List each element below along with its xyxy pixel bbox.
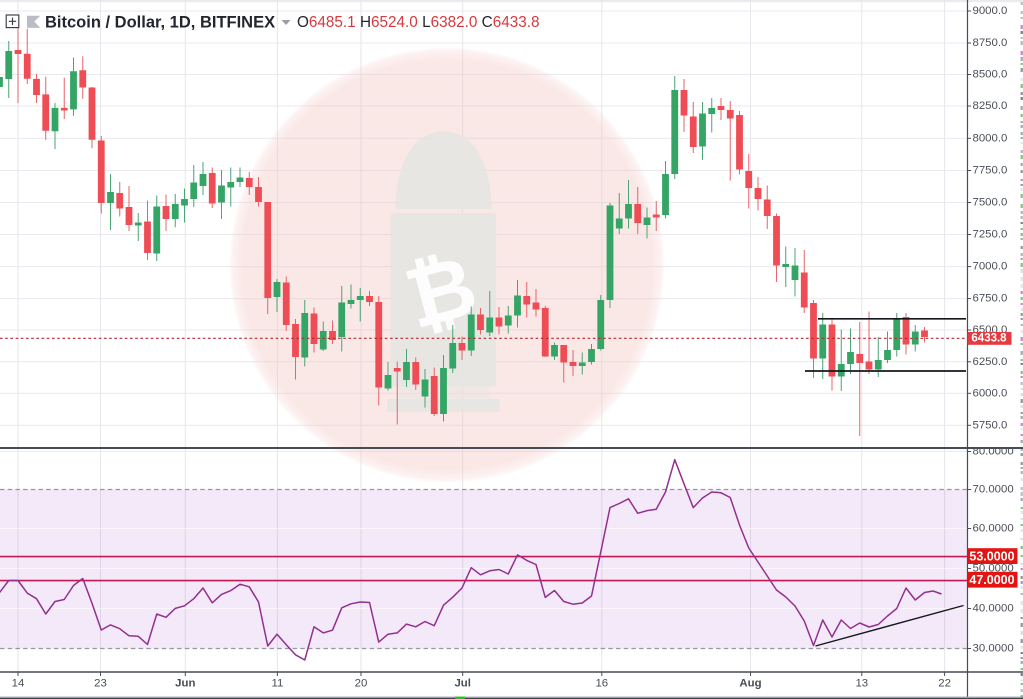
svg-text:Aug: Aug	[739, 678, 761, 690]
svg-text:11: 11	[271, 678, 283, 690]
svg-text:5750.0: 5750.0	[973, 419, 1008, 431]
svg-text:6000.0: 6000.0	[973, 387, 1008, 399]
svg-text:Jun: Jun	[175, 678, 195, 690]
svg-text:Bitcoin / Dollar, 1D, BITFINEX: Bitcoin / Dollar, 1D, BITFINEX	[45, 14, 275, 32]
svg-text:8250.0: 8250.0	[973, 100, 1008, 112]
svg-text:20: 20	[355, 678, 368, 690]
svg-text:80.0000: 80.0000	[973, 446, 1014, 458]
svg-text:70.0000: 70.0000	[973, 484, 1014, 496]
svg-text:8000.0: 8000.0	[973, 132, 1008, 144]
svg-text:6750.0: 6750.0	[973, 293, 1008, 305]
svg-text:7500.0: 7500.0	[973, 197, 1008, 209]
svg-text:40.0000: 40.0000	[973, 603, 1014, 615]
svg-text:7750.0: 7750.0	[973, 165, 1008, 177]
svg-text:53.0000: 53.0000	[969, 550, 1014, 564]
svg-text:23: 23	[94, 678, 107, 690]
svg-text:9000.0: 9000.0	[973, 5, 1008, 17]
svg-text:13: 13	[855, 678, 868, 690]
svg-text:16: 16	[595, 678, 608, 690]
svg-text:6433.8: 6433.8	[971, 333, 1007, 345]
svg-text:47.0000: 47.0000	[969, 573, 1014, 587]
svg-text:7250.0: 7250.0	[973, 229, 1008, 241]
svg-text:14: 14	[12, 678, 25, 690]
svg-text:O6485.1 H6524.0 L6382.0 C6433.: O6485.1 H6524.0 L6382.0 C6433.8	[297, 14, 539, 31]
svg-text:8750.0: 8750.0	[973, 37, 1008, 49]
svg-text:60.0000: 60.0000	[973, 523, 1014, 535]
svg-text:22: 22	[938, 678, 951, 690]
svg-text:6250.0: 6250.0	[973, 356, 1008, 368]
svg-text:30.0000: 30.0000	[973, 643, 1014, 655]
svg-text:8500.0: 8500.0	[973, 69, 1008, 81]
svg-text:7000.0: 7000.0	[973, 261, 1008, 273]
svg-text:Jul: Jul	[454, 678, 470, 690]
svg-text:50.0000: 50.0000	[973, 563, 1014, 575]
